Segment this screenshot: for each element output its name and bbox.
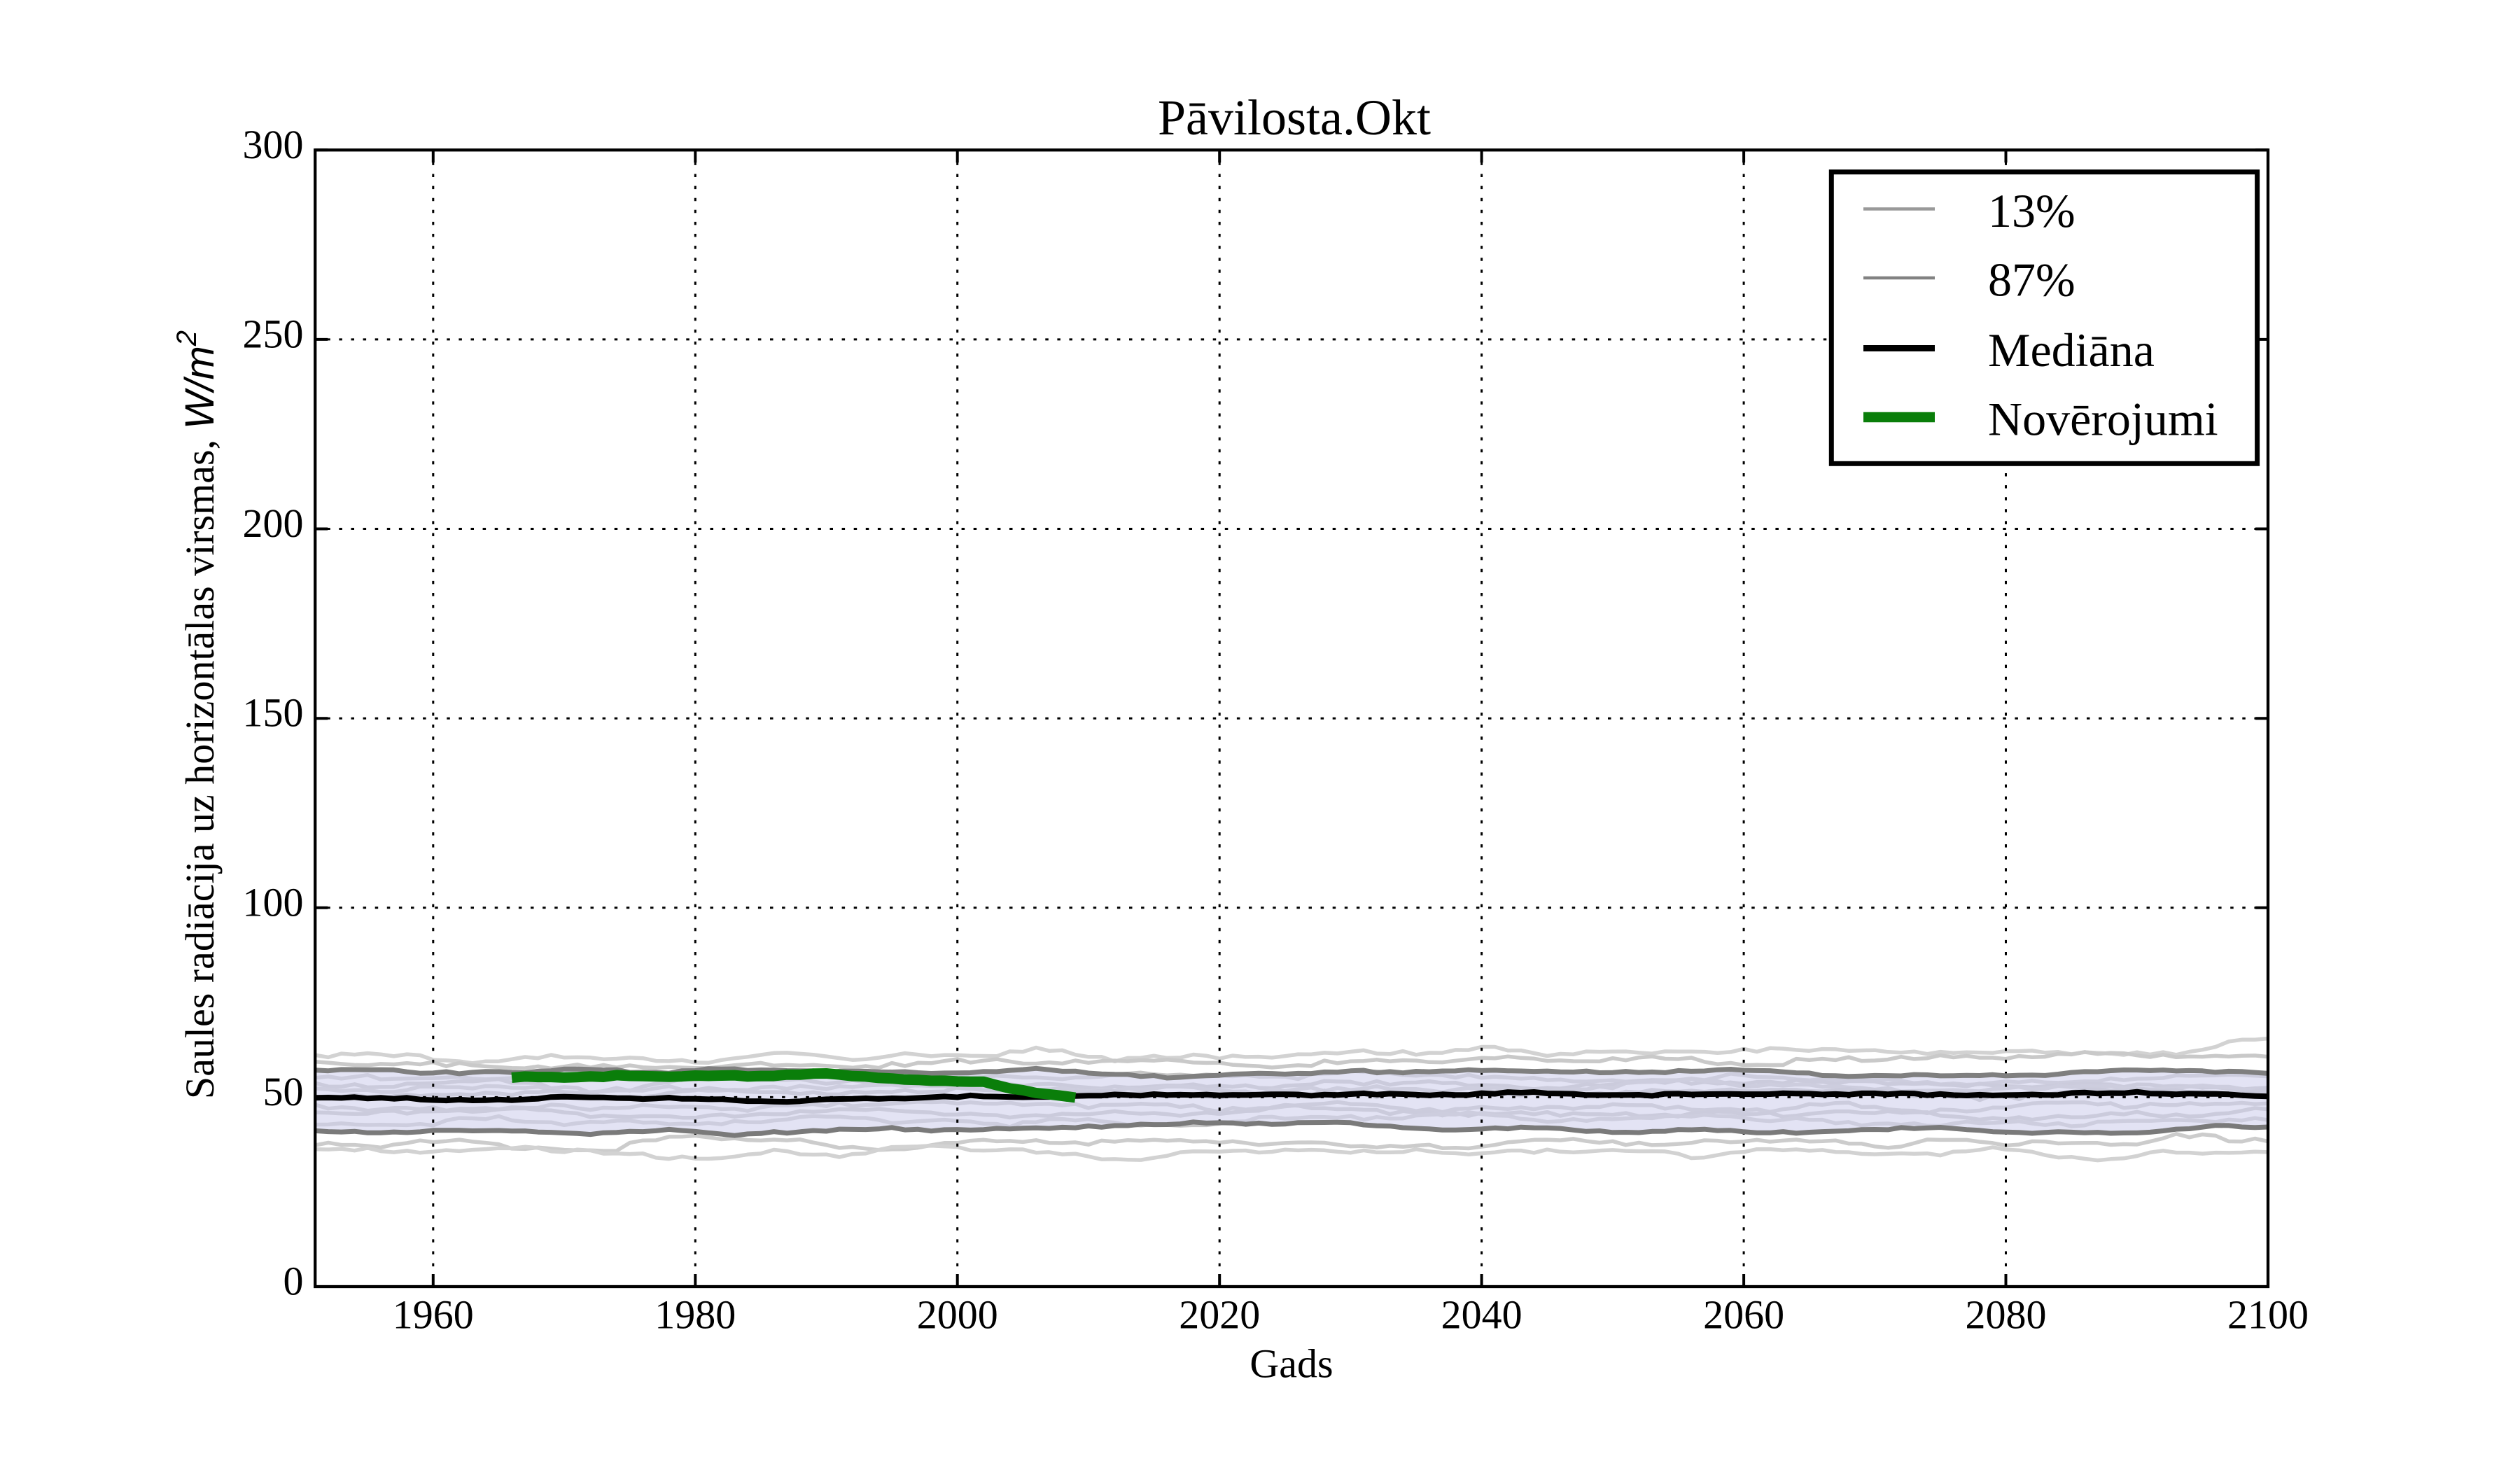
svg-text:100: 100	[243, 879, 304, 925]
svg-text:150: 150	[243, 690, 304, 736]
svg-text:2080: 2080	[1966, 1292, 2047, 1338]
svg-text:2060: 2060	[1703, 1292, 1784, 1338]
svg-text:250: 250	[243, 311, 304, 356]
svg-text:Gads: Gads	[1250, 1341, 1333, 1387]
svg-text:2100: 2100	[2227, 1292, 2309, 1338]
svg-text:Saules radiācija uz horizontāl: Saules radiācija uz horizontālas virsmas…	[172, 330, 223, 1099]
svg-text:87%: 87%	[1988, 253, 2076, 307]
svg-text:13%: 13%	[1988, 184, 2076, 237]
svg-text:Pāvilosta.Okt: Pāvilosta.Okt	[1158, 90, 1431, 146]
svg-text:2040: 2040	[1441, 1292, 1522, 1338]
svg-text:1960: 1960	[393, 1292, 474, 1338]
svg-text:1980: 1980	[654, 1292, 736, 1338]
svg-text:Mediāna: Mediāna	[1988, 323, 2155, 377]
svg-text:2020: 2020	[1179, 1292, 1260, 1338]
svg-text:2000: 2000	[917, 1292, 998, 1338]
svg-text:0: 0	[284, 1259, 304, 1304]
svg-text:200: 200	[243, 500, 304, 546]
svg-text:300: 300	[243, 122, 304, 167]
svg-text:Novērojumi: Novērojumi	[1988, 393, 2218, 446]
svg-text:50: 50	[263, 1069, 304, 1114]
